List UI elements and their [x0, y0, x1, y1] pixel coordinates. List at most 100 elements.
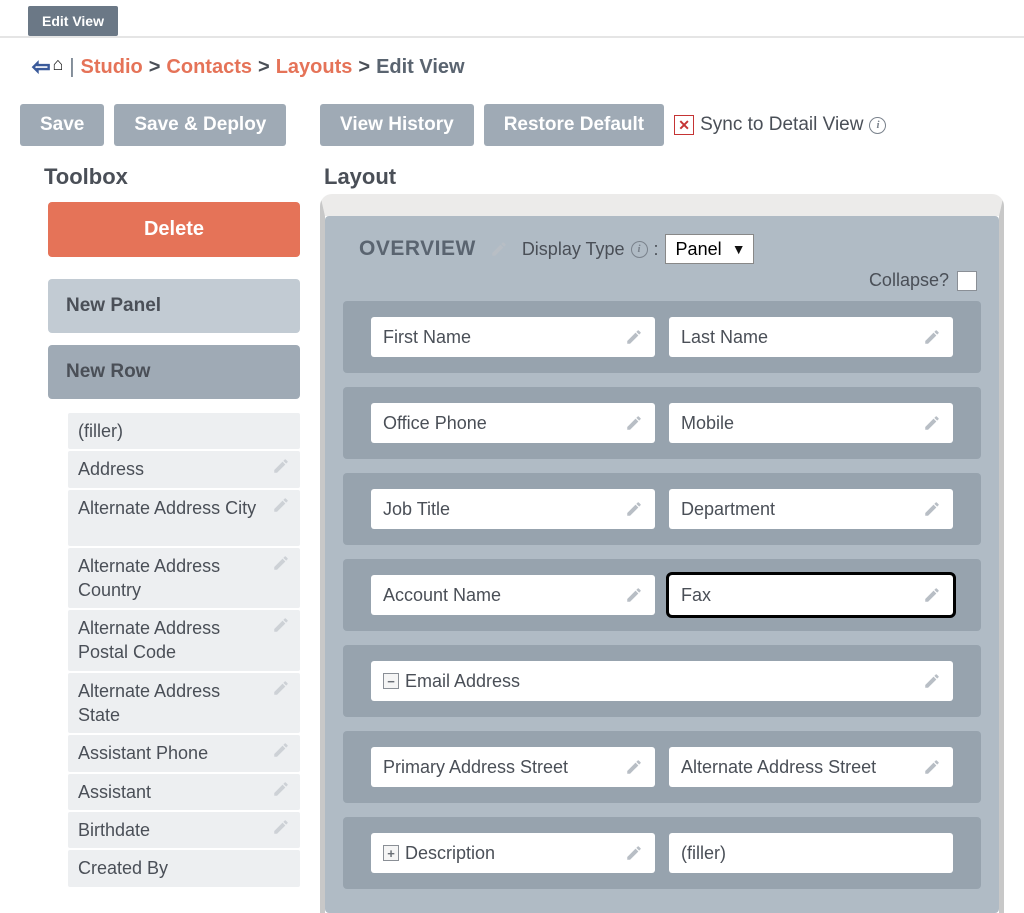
layout-row: Account Name Fax [343, 559, 981, 631]
collapse-checkbox[interactable] [957, 271, 977, 291]
layout-field-label: Alternate Address Street [681, 756, 876, 779]
back-arrow-icon[interactable]: ⇦ [32, 54, 50, 80]
pencil-icon[interactable] [923, 414, 941, 432]
layout-field[interactable]: Mobile [669, 403, 953, 443]
toolbox-field-label: Assistant Phone [78, 741, 208, 765]
sync-label: Sync to Detail View [700, 114, 863, 136]
layout-row: Job Title Department [343, 473, 981, 545]
display-type-info-icon[interactable]: i [631, 241, 648, 258]
toolbox-field-label: Alternate Address Country [78, 554, 266, 603]
toolbox-field-label: Created By [78, 856, 168, 880]
layout-field[interactable]: + Description [371, 833, 655, 873]
pencil-icon[interactable] [272, 780, 290, 798]
pencil-icon[interactable] [625, 586, 643, 604]
toolbox-field[interactable]: Alternate Address Postal Code [68, 610, 300, 671]
toolbox-field[interactable]: (filler) [68, 413, 300, 449]
pencil-icon[interactable] [272, 741, 290, 759]
collapse-label: Collapse? [869, 270, 949, 291]
pencil-icon[interactable] [923, 758, 941, 776]
sync-info-icon[interactable]: i [869, 117, 886, 134]
layout-row: + Description (filler) [343, 817, 981, 889]
layout-field-label: Email Address [405, 670, 520, 693]
pencil-icon[interactable] [625, 414, 643, 432]
toolbox-field[interactable]: Alternate Address City [68, 490, 300, 546]
pencil-icon[interactable] [272, 554, 290, 572]
toolbox-field[interactable]: Birthdate [68, 812, 300, 848]
breadcrumb-module[interactable]: Contacts [166, 56, 252, 79]
toolbox-field[interactable]: Assistant [68, 774, 300, 810]
layout-field[interactable]: Office Phone [371, 403, 655, 443]
layout-field-label: First Name [383, 326, 471, 349]
layout-row: First Name Last Name [343, 301, 981, 373]
restore-default-button[interactable]: Restore Default [484, 104, 664, 146]
layout-row: −Email Address [343, 645, 981, 717]
breadcrumb-section[interactable]: Layouts [276, 56, 353, 79]
display-type-label: Display Type [522, 239, 625, 260]
pencil-icon[interactable] [272, 616, 290, 634]
pencil-icon[interactable] [272, 679, 290, 697]
layout-field-label: Office Phone [383, 412, 487, 435]
view-history-button[interactable]: View History [320, 104, 474, 146]
layout-field-label: Description [405, 842, 495, 865]
save-button[interactable]: Save [20, 104, 104, 146]
layout-field-label: Fax [681, 584, 711, 607]
home-icon[interactable]: ⌂ [52, 54, 63, 80]
pencil-icon[interactable] [272, 457, 290, 475]
toolbox-field[interactable]: Created By [68, 850, 300, 886]
pencil-icon[interactable] [272, 818, 290, 836]
layout-field[interactable]: −Email Address [371, 661, 953, 701]
pencil-icon[interactable] [625, 328, 643, 346]
expand-icon[interactable]: + [383, 845, 399, 861]
layout-field[interactable]: Alternate Address Street [669, 747, 953, 787]
breadcrumb-current: Edit View [376, 56, 465, 79]
sync-remove-icon[interactable]: ✕ [674, 115, 694, 135]
layout-field[interactable]: Account Name [371, 575, 655, 615]
toolbox-title: Toolbox [20, 164, 300, 202]
layout-scroll-area: OVERVIEW Display Type i : Panel [320, 194, 1004, 913]
toolbox-field-label: (filler) [78, 419, 123, 443]
toolbox-field-label: Alternate Address State [78, 679, 266, 728]
layout-title: Layout [320, 164, 1004, 194]
collapse-icon[interactable]: − [383, 673, 399, 689]
breadcrumb-studio[interactable]: Studio [81, 56, 143, 79]
layout-field-label: Department [681, 498, 775, 521]
pencil-icon[interactable] [625, 758, 643, 776]
save-deploy-button[interactable]: Save & Deploy [114, 104, 286, 146]
layout-field[interactable]: Last Name [669, 317, 953, 357]
toolbox-field[interactable]: Alternate Address State [68, 673, 300, 734]
layout-field[interactable]: Primary Address Street [371, 747, 655, 787]
layout-field[interactable]: Fax [669, 575, 953, 615]
layout-row: Office Phone Mobile [343, 387, 981, 459]
layout-field[interactable]: Department [669, 489, 953, 529]
toolbox-field[interactable]: Alternate Address Country [68, 548, 300, 609]
breadcrumb: ⇦ ⌂ | Studio > Contacts > Layouts > Edit… [0, 38, 1024, 104]
pencil-icon[interactable] [923, 500, 941, 518]
layout-field-label: Job Title [383, 498, 450, 521]
pencil-icon[interactable] [272, 496, 290, 514]
toolbox-field[interactable]: Assistant Phone [68, 735, 300, 771]
new-panel-item[interactable]: New Panel [48, 279, 300, 333]
pencil-icon[interactable] [923, 328, 941, 346]
pencil-icon[interactable] [625, 500, 643, 518]
layout-row: Primary Address Street Alternate Address … [343, 731, 981, 803]
new-row-item[interactable]: New Row [48, 345, 300, 399]
layout-field-label: (filler) [681, 842, 726, 865]
toolbox-field-label: Alternate Address Postal Code [78, 616, 266, 665]
pencil-icon[interactable] [923, 586, 941, 604]
delete-dropzone[interactable]: Delete [48, 202, 300, 257]
pencil-icon[interactable] [625, 844, 643, 862]
layout-field-label: Last Name [681, 326, 768, 349]
panel-title: OVERVIEW [359, 237, 476, 261]
layout-field-label: Mobile [681, 412, 734, 435]
edit-panel-icon[interactable] [490, 240, 508, 258]
layout-field[interactable]: Job Title [371, 489, 655, 529]
pencil-icon[interactable] [923, 672, 941, 690]
layout-field[interactable]: First Name [371, 317, 655, 357]
toolbox-field-label: Address [78, 457, 144, 481]
layout-panel-overview: OVERVIEW Display Type i : Panel [325, 216, 999, 913]
layout-field[interactable]: (filler) [669, 833, 953, 873]
display-type-select[interactable]: Panel [665, 234, 754, 264]
layout-field-label: Primary Address Street [383, 756, 568, 779]
tab-edit-view[interactable]: Edit View [28, 6, 118, 36]
toolbox-field[interactable]: Address [68, 451, 300, 487]
